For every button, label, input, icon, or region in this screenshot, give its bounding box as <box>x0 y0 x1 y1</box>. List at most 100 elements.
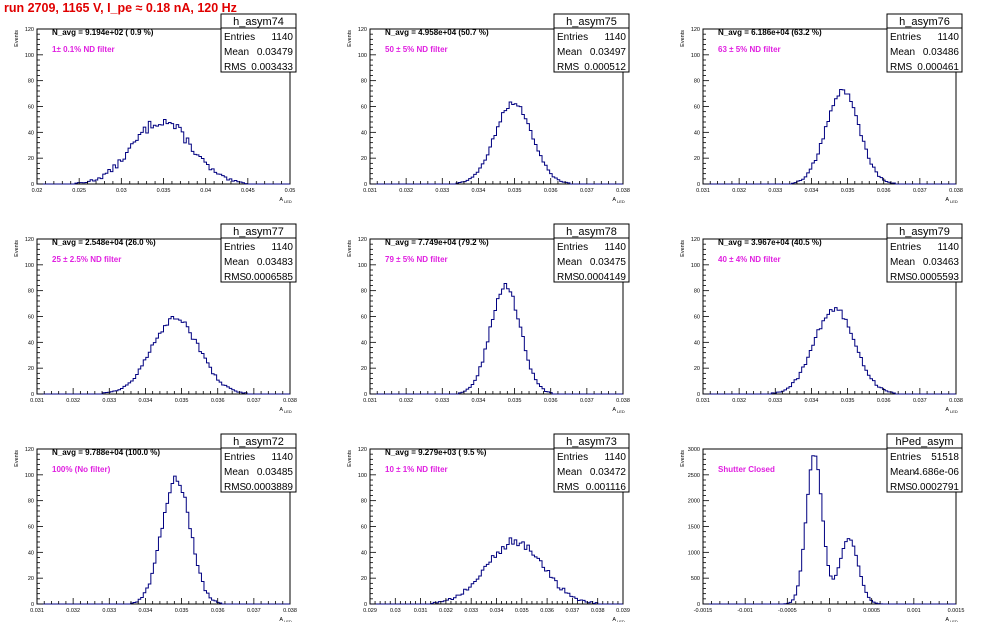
stats-mean-value: 0.03472 <box>590 467 627 478</box>
stats-entries-value: 51518 <box>931 452 959 463</box>
x-tick-label: 0.033 <box>435 398 449 404</box>
x-tick-label: 0.02 <box>32 188 43 194</box>
stats-box-frame <box>220 13 297 73</box>
stats-rms-value: 0.000461 <box>917 62 959 73</box>
x-axis-label: A <box>279 197 283 203</box>
histogram-panel-hPed_asym: -0.0015 -0.001 -0.0005 0 0.0005 0.001 0.0015 0 5… <box>680 433 964 622</box>
x-tick-label: 0.034 <box>139 608 153 614</box>
x-tick-label: 0.038 <box>283 398 297 404</box>
histogram-name: h_asym79 <box>899 226 950 238</box>
x-axis-label: A <box>612 617 616 622</box>
y-tick-label: 500 <box>691 576 700 582</box>
stats-mean-value: 0.03463 <box>923 257 960 268</box>
stats-rms-value: 0.001116 <box>586 482 627 493</box>
x-tick-label: 0.038 <box>591 608 605 614</box>
y-tick-label: 20 <box>28 156 34 162</box>
x-tick-label: 0.034 <box>472 188 486 194</box>
y-tick-label: 60 <box>361 315 367 321</box>
histogram-panel-h_asym75: 0.031 0.032 0.033 0.034 0.035 0.036 0.037 0.038… <box>347 13 630 204</box>
y-tick-label: 20 <box>361 366 367 372</box>
histogram-bars <box>37 315 290 395</box>
y-tick-label: 120 <box>25 237 34 243</box>
stats-entries-label: Entries <box>224 242 255 253</box>
y-tick-label: 100 <box>25 473 34 479</box>
y-tick-label: 0 <box>364 392 367 398</box>
y-tick-label: 0 <box>697 602 700 608</box>
stats-rms-label: RMS <box>557 62 580 73</box>
stats-mean-value: 0.03486 <box>923 47 960 58</box>
stats-entries-label: Entries <box>557 452 588 463</box>
x-tick-label: 0.036 <box>211 398 225 404</box>
filter-label: 100% (No filter) <box>52 465 111 474</box>
x-tick-label: 0.031 <box>696 398 710 404</box>
y-tick-label: 120 <box>358 237 367 243</box>
x-tick-label: 0.035 <box>508 188 522 194</box>
x-tick-label: 0.05 <box>285 188 296 194</box>
x-axis-label-sub: LED <box>284 199 292 204</box>
stats-entries-value: 1140 <box>604 452 626 463</box>
stats-entries-value: 1140 <box>271 452 293 463</box>
y-tick-label: 100 <box>691 53 700 59</box>
stats-rms-label: RMS <box>224 482 247 493</box>
stats-entries-label: Entries <box>557 32 588 43</box>
y-tick-label: 0 <box>697 392 700 398</box>
y-tick-label: 0 <box>364 182 367 188</box>
x-tick-label: 0.037 <box>247 398 261 404</box>
y-tick-label: 100 <box>358 263 367 269</box>
stats-rms-label: RMS <box>224 272 247 283</box>
filter-label: 25 ± 2.5% ND filter <box>52 255 121 264</box>
y-tick-label: 100 <box>691 263 700 269</box>
x-tick-label: 0.033 <box>768 398 782 404</box>
x-tick-label: 0.033 <box>768 188 782 194</box>
histogram-name: h_asym74 <box>233 16 284 28</box>
x-axis-label: A <box>279 407 283 413</box>
y-tick-label: 120 <box>691 27 700 33</box>
x-tick-label: 0.035 <box>508 398 522 404</box>
histogram-bars <box>703 455 956 605</box>
stats-entries-value: 1140 <box>937 32 959 43</box>
y-tick-label: 60 <box>361 525 367 531</box>
y-tick-label: 60 <box>694 105 700 111</box>
x-tick-label: 0.033 <box>102 398 116 404</box>
x-tick-label: -0.0015 <box>694 608 713 614</box>
y-tick-label: 1000 <box>688 550 700 556</box>
x-tick-label: 0.035 <box>175 398 189 404</box>
x-tick-label: -0.001 <box>737 608 753 614</box>
n-avg-annotation: N_avg = 4.958e+04 (50.7 %) <box>385 28 489 37</box>
x-tick-label: 0.04 <box>200 188 211 194</box>
y-axis-label: Events <box>14 240 20 257</box>
y-tick-label: 40 <box>28 550 34 556</box>
x-tick-label: 0.032 <box>399 398 413 404</box>
x-axis-label: A <box>945 617 949 622</box>
run-title: run 2709, 1165 V, I_pe ≈ 0.18 nA, 120 Hz <box>4 1 237 15</box>
x-tick-label: 0.025 <box>72 188 86 194</box>
x-tick-label: 0.037 <box>247 608 261 614</box>
y-axis-label: Events <box>347 30 353 47</box>
stats-rms-value: 0.0006585 <box>246 272 294 283</box>
x-tick-label: 0.035 <box>175 608 189 614</box>
stats-mean-value: 0.03475 <box>590 257 627 268</box>
stats-box-frame <box>886 433 963 493</box>
stats-entries-value: 1140 <box>937 242 959 253</box>
x-tick-label: 0.029 <box>363 608 377 614</box>
x-axis-label-sub: LED <box>617 199 625 204</box>
x-axis-label-sub: LED <box>284 619 292 622</box>
x-tick-label: 0 <box>828 608 831 614</box>
x-tick-label: 0.034 <box>805 188 819 194</box>
stats-mean-label: Mean <box>224 467 249 478</box>
y-tick-label: 40 <box>361 130 367 136</box>
x-tick-label: 0.038 <box>949 188 963 194</box>
x-tick-label: 0.0005 <box>863 608 880 614</box>
y-tick-label: 80 <box>694 79 700 85</box>
y-tick-label: 80 <box>361 79 367 85</box>
stats-box-frame <box>553 433 630 493</box>
stats-rms-value: 0.0004149 <box>579 272 627 283</box>
y-tick-label: 20 <box>28 576 34 582</box>
y-tick-label: 100 <box>25 53 34 59</box>
stats-rms-label: RMS <box>557 482 580 493</box>
x-tick-label: 0.032 <box>66 608 80 614</box>
x-tick-label: 0.038 <box>949 398 963 404</box>
y-tick-label: 120 <box>25 447 34 453</box>
y-axis-label: Events <box>347 240 353 257</box>
